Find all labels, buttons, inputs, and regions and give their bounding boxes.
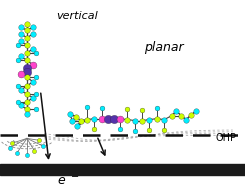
Text: vertical: vertical bbox=[56, 11, 98, 21]
Text: −: − bbox=[71, 172, 79, 182]
Text: e: e bbox=[57, 174, 65, 187]
Text: OHP: OHP bbox=[216, 133, 237, 143]
Text: planar: planar bbox=[144, 41, 184, 53]
Bar bbox=[0, 164, 245, 175]
